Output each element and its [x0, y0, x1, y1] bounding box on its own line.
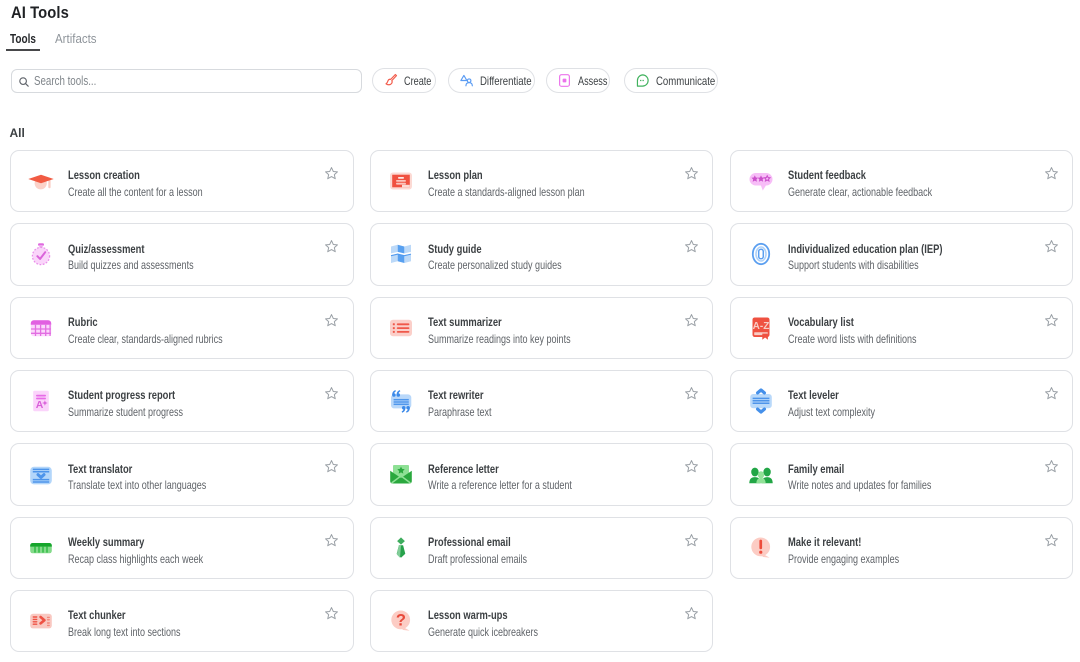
svg-text:?: ? — [396, 612, 406, 630]
svg-text:A-Z: A-Z — [752, 321, 769, 332]
svg-text:A: A — [36, 399, 44, 411]
